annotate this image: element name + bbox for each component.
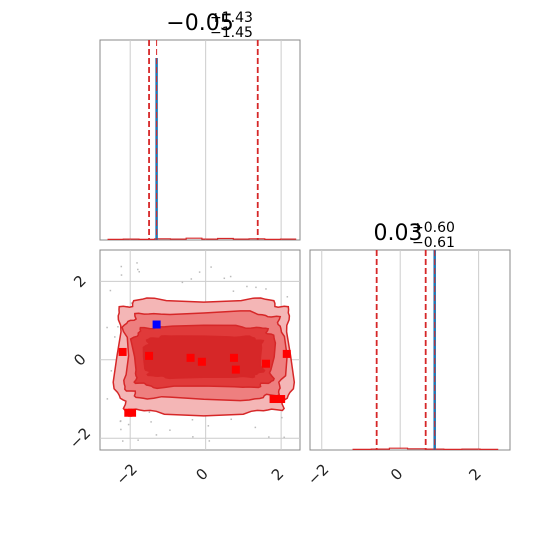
y-tick-label: 0 [70,350,89,369]
sample-dot [191,419,194,421]
sample-dot [155,434,158,436]
sample-dot [190,278,193,280]
y-tick-label: 2 [70,272,89,291]
sample-marker [269,395,278,404]
histogram-trace [107,237,297,240]
sample-dot [117,326,119,328]
sample-dot [208,440,211,442]
sample-dot [254,426,257,429]
sample-dot [207,425,210,427]
title-param-2: 0.03 [374,221,423,246]
x-tick-label: 0 [387,465,406,484]
title-param-1: −0.05 [166,11,233,36]
sample-dot [210,266,212,268]
sample-dot [137,268,139,271]
marginal-histogram-param-2: −2 0 2 0.03 +0.60 −0.61 [304,220,511,489]
sample-marker [282,349,291,358]
marginal-histogram-param-1: −0.05 +1.43 −1.45 [99,10,301,241]
sample-dot [223,277,226,280]
sample-dot [268,436,270,438]
sample-dot [114,336,116,338]
sample-dot [246,285,248,288]
sample-dot [110,370,113,372]
x-tick-labels: −2 0 2 [304,460,485,488]
y-tick-label: −2 [66,424,94,452]
quantile-lines [375,250,436,450]
histogram-line [107,237,297,240]
grid-lines [129,40,282,240]
sample-dot [286,296,289,298]
sample-dot [232,290,235,292]
sample-marker [124,408,133,417]
sample-marker [186,353,195,362]
sample-marker [277,395,286,404]
sample-marker [197,357,206,366]
sample-marker [231,365,240,374]
sample-dot [137,439,139,441]
title-median: −0.05 [166,11,233,36]
y-tick-labels: −2 0 2 [66,272,94,453]
x-tick-label: 2 [268,465,287,484]
highlighted-samples [118,320,291,417]
sample-dot [109,289,112,292]
sample-dot [120,265,123,268]
x-tick-label: −2 [112,460,140,488]
sample-dot [169,429,171,431]
truth-sample-marker [152,320,161,329]
sample-dot [106,398,109,400]
title-plus: +0.60 [412,220,455,236]
sample-dot [265,288,267,290]
sample-marker [118,347,127,356]
x-tick-label: −2 [304,460,332,488]
contour-panel: −2 0 2 −2 0 2 [66,249,301,489]
sample-dot [181,281,184,284]
sample-dot [120,274,123,276]
grid-lines [321,250,480,450]
sample-dot [121,440,124,442]
sample-dot [120,428,122,431]
sample-dot [150,421,152,423]
sample-dot [138,271,140,273]
sample-dot [119,420,122,423]
sample-marker [145,351,154,360]
sample-dot [136,262,138,264]
x-tick-label: 0 [192,465,211,484]
sample-dot [130,302,133,304]
title-minus: −0.61 [412,235,455,251]
quantile-lines [148,40,259,240]
sample-dot [281,416,283,419]
sample-marker [262,359,271,368]
sample-dot [148,411,151,413]
sample-marker [229,353,238,362]
sample-dot [229,275,232,278]
x-tick-labels: −2 0 2 [112,460,287,488]
sample-dot [198,271,201,273]
sample-dot [192,436,194,438]
sample-dot [230,418,232,421]
contour-levels [112,297,296,417]
x-tick-label: 2 [465,465,484,484]
sample-dot [106,326,108,329]
sample-dot [283,436,285,439]
title-minus: −1.45 [210,25,253,41]
sample-dot [255,286,257,289]
contour-level [142,335,266,380]
sample-dot [127,423,130,426]
title-plus: +1.43 [210,10,253,26]
title-median: 0.03 [374,221,423,246]
